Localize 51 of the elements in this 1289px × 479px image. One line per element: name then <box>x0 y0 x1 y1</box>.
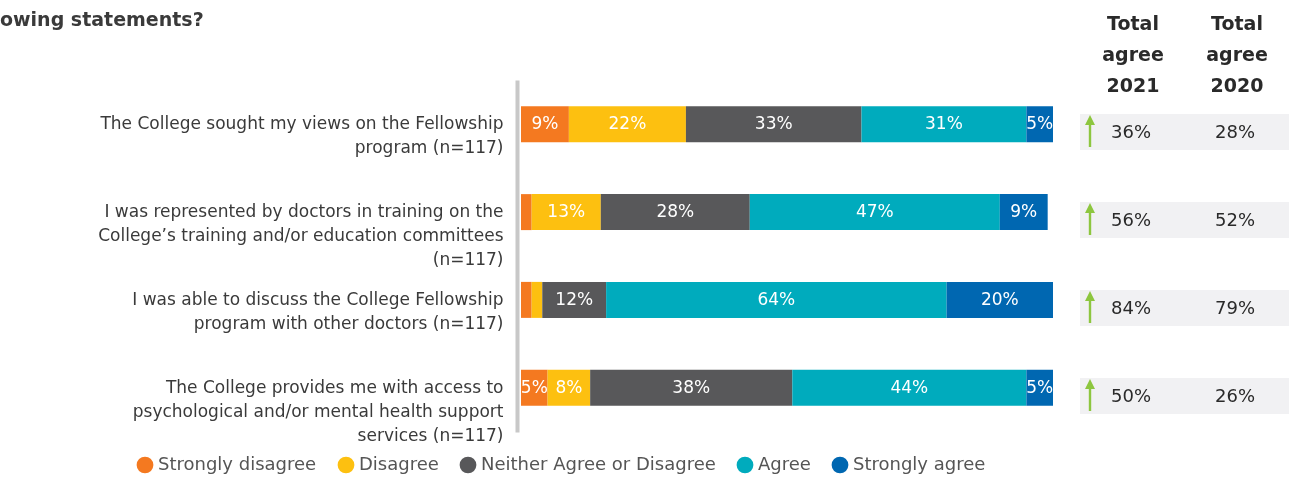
text: 79% <box>1214 296 1256 320</box>
data-label: 5% <box>1026 113 1054 134</box>
data-label: 8% <box>555 376 583 397</box>
text: owing statements? <box>0 8 204 30</box>
data-label: 28% <box>656 201 695 222</box>
text: Total agree 2020 <box>1205 11 1269 98</box>
bar <box>521 194 532 231</box>
text: 28% <box>1214 120 1256 144</box>
data-label: 13% <box>547 201 586 222</box>
text: 84% <box>1110 296 1152 320</box>
text: 52% <box>1214 208 1256 232</box>
data-label: 22% <box>608 113 647 134</box>
bar <box>590 369 793 406</box>
y-tick-label: I was represented by doctors in training on the College’s training and/or education committees (n=117) <box>98 201 504 270</box>
data-label: 20% <box>980 288 1019 309</box>
data-label: 5% <box>520 376 548 397</box>
data-label: 38% <box>672 376 711 397</box>
data-label: 9% <box>531 113 559 134</box>
data-label: 12% <box>555 288 594 309</box>
bar <box>861 106 1027 143</box>
y-tick-label: I was able to discuss the College Fellowship program with other doctors (n=117) <box>132 288 504 333</box>
text: 50% <box>1110 384 1152 408</box>
bar <box>685 106 862 143</box>
text: 36% <box>1110 120 1152 144</box>
data-label: 44% <box>890 376 929 397</box>
legend-label: Neither Agree or Disagree <box>481 453 716 474</box>
data-label: 33% <box>754 113 793 134</box>
bar <box>946 281 1053 318</box>
bar <box>568 106 686 143</box>
y-tick-label: The College provides me with access to psychological and/or mental health support services (n=117) <box>132 376 504 445</box>
text: 56% <box>1110 208 1152 232</box>
data-label: 9% <box>1010 201 1038 222</box>
text: Total agree 2021 <box>1101 11 1165 98</box>
bar <box>600 194 750 231</box>
data-label: 64% <box>757 288 796 309</box>
bar <box>749 194 1000 231</box>
legend-label: Strongly agree <box>853 453 986 474</box>
data-label: 47% <box>855 201 894 222</box>
legend-label: Agree <box>758 453 811 474</box>
y-tick-label: The College sought my views on the Fellowship program (n=117) <box>99 113 504 158</box>
data-label: 31% <box>925 113 963 134</box>
text: 26% <box>1214 384 1256 408</box>
bar <box>531 194 601 231</box>
bar <box>542 281 607 318</box>
bar <box>521 281 532 318</box>
legend-label: Strongly disagree <box>158 453 317 474</box>
data-label: 5% <box>1026 376 1054 397</box>
bar <box>606 281 947 318</box>
bar <box>531 281 543 318</box>
bar <box>792 369 1027 406</box>
legend-label: Disagree <box>359 453 439 474</box>
